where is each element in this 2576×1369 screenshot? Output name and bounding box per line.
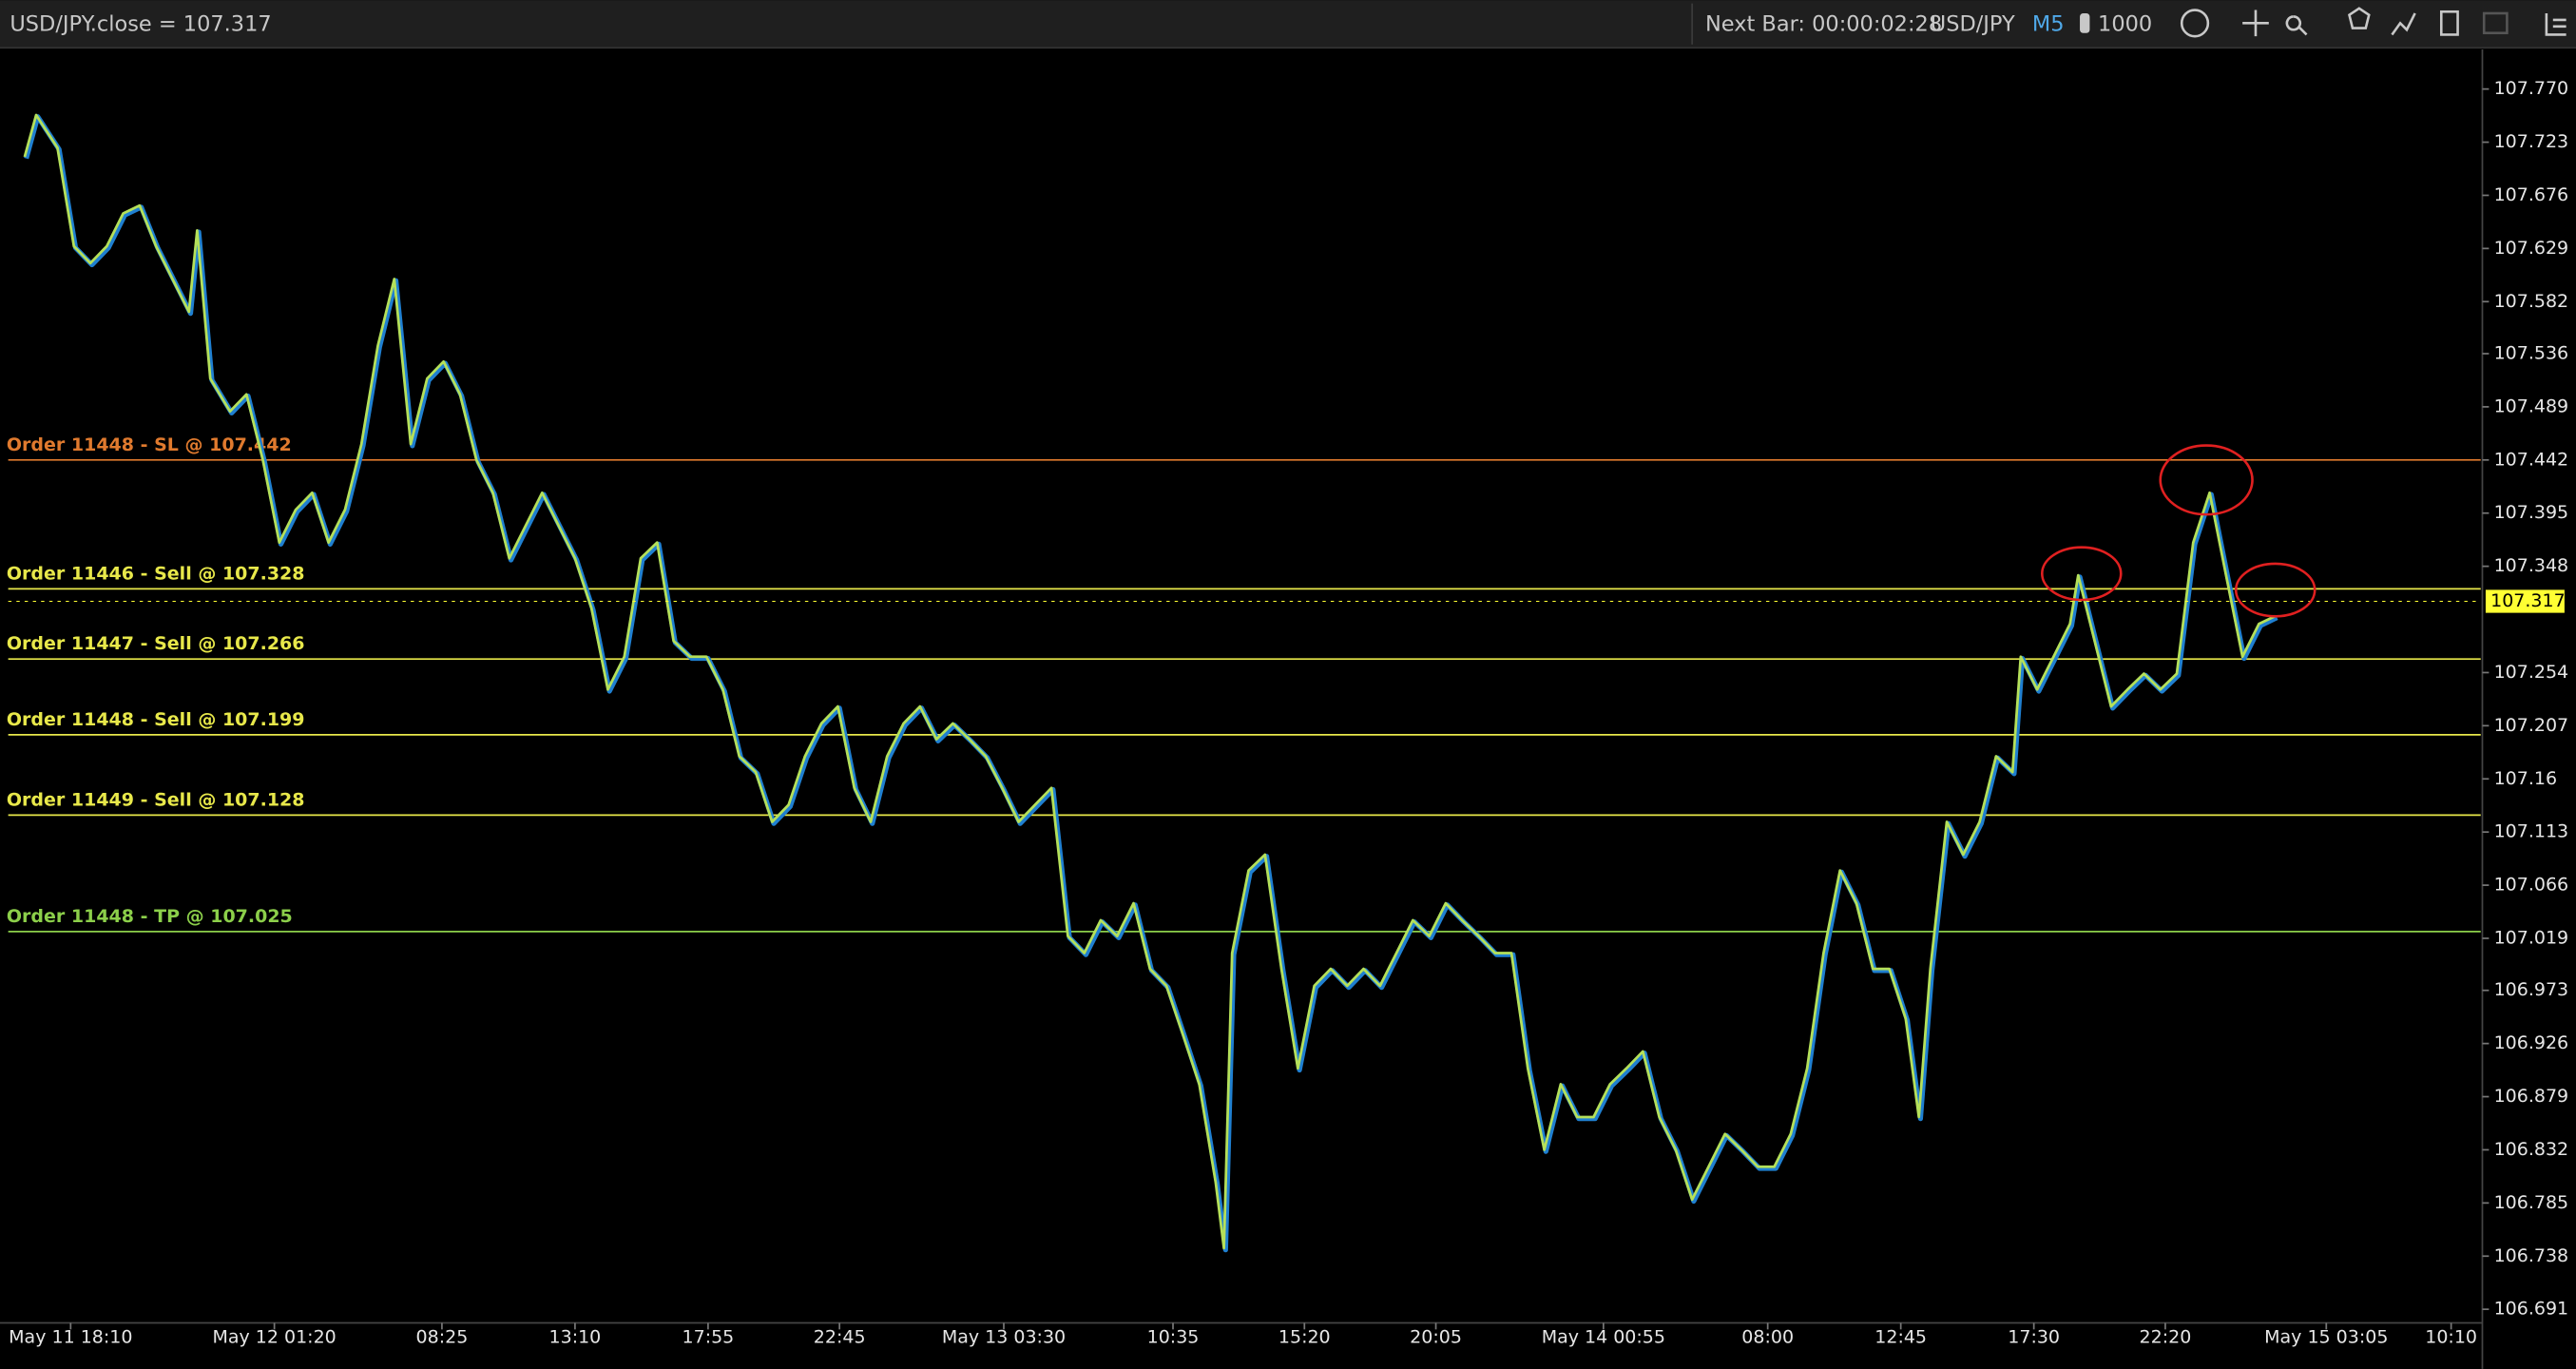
quantity[interactable]: 1000 <box>2098 12 2152 37</box>
y-tick-label: 107.723 <box>2494 131 2569 152</box>
highlight-circle <box>2159 444 2254 516</box>
order-label: Order 11448 - TP @ 107.025 <box>7 906 293 927</box>
x-tick-label: 13:10 <box>549 1327 602 1348</box>
y-tick-label: 106.879 <box>2494 1086 2569 1107</box>
timeframe[interactable]: M5 <box>2032 12 2065 37</box>
x-tick-label: May 12 01:20 <box>212 1327 336 1348</box>
x-tick-label: 10:35 <box>1147 1327 1200 1348</box>
x-tick-label: 17:55 <box>682 1327 735 1348</box>
x-tick-label: May 14 00:55 <box>1542 1327 1665 1348</box>
y-tick-label: 106.785 <box>2494 1192 2569 1213</box>
x-tick-label: 15:20 <box>1278 1327 1331 1348</box>
x-tick-label: 08:00 <box>1741 1327 1794 1348</box>
y-tick-label: 107.629 <box>2494 238 2569 259</box>
toolbar-title: USD/JPY.close = 107.317 <box>10 12 271 37</box>
symbol[interactable]: USD/JPY <box>1931 12 2015 37</box>
x-tick-label: 08:25 <box>416 1327 469 1348</box>
order-label: Order 11448 - SL @ 107.442 <box>7 434 292 455</box>
highlight-circle <box>2234 562 2316 618</box>
toolbar <box>0 0 2576 48</box>
shapes-button[interactable] <box>2348 7 2371 29</box>
y-tick-label: 107.442 <box>2494 449 2569 470</box>
y-tick-label: 107.489 <box>2494 395 2569 416</box>
y-tick-label: 107.770 <box>2494 78 2569 99</box>
y-tick-label: 107.582 <box>2494 291 2569 312</box>
y-tick-label: 107.16 <box>2494 768 2557 789</box>
x-tick-label: 22:20 <box>2140 1327 2192 1348</box>
x-tick-label: 10:10 <box>2425 1327 2477 1348</box>
y-tick-label: 106.738 <box>2494 1245 2569 1266</box>
last-price-box <box>2485 589 2565 613</box>
x-tick-label: May 13 03:30 <box>942 1327 1066 1348</box>
x-tick-label: 12:45 <box>1874 1327 1927 1348</box>
screenshot-button[interactable] <box>2482 11 2509 35</box>
order-label: Order 11446 - Sell @ 107.328 <box>7 563 305 584</box>
y-tick-label: 107.348 <box>2494 555 2569 576</box>
order-label: Order 11448 - Sell @ 107.199 <box>7 709 305 730</box>
last-price-label: 107.317 <box>2490 590 2566 611</box>
y-tick-label: 107.066 <box>2494 875 2569 896</box>
x-tick-label: May 11 18:10 <box>9 1327 132 1348</box>
crosshair-button[interactable] <box>2242 10 2269 37</box>
x-tick-label: 17:30 <box>2008 1327 2060 1348</box>
quantity-icon <box>2080 12 2090 33</box>
sync-button[interactable] <box>2180 9 2210 38</box>
y-tick-label: 107.207 <box>2494 715 2569 736</box>
y-tick-label: 107.395 <box>2494 502 2569 523</box>
price-line <box>23 113 2277 1250</box>
order-label: Order 11447 - Sell @ 107.266 <box>7 633 305 654</box>
y-tick-label: 106.973 <box>2494 979 2569 1000</box>
indicators-button[interactable] <box>2391 12 2416 36</box>
template-button[interactable] <box>2439 10 2459 36</box>
y-tick-label: 106.926 <box>2494 1032 2569 1053</box>
plot: 107.770 107.723 107.676 107.629 107.582 107.5… <box>7 78 2568 1347</box>
y-tick-label: 107.676 <box>2494 184 2569 205</box>
y-tick-label: 107.536 <box>2494 342 2569 363</box>
y-tick-label: 107.019 <box>2494 928 2569 949</box>
x-tick-label: 20:05 <box>1410 1327 1462 1348</box>
highlight-circle <box>2041 546 2123 602</box>
y-tick-label: 107.254 <box>2494 662 2569 683</box>
next-bar: Next Bar: 00:00:02:28 <box>1705 12 1942 37</box>
settings-button[interactable] <box>2545 12 2566 36</box>
x-tick-label: May 15 03:05 <box>2264 1327 2388 1348</box>
x-tick-label: 22:45 <box>814 1327 866 1348</box>
y-tick-label: 106.691 <box>2494 1299 2569 1320</box>
y-tick-label: 107.113 <box>2494 821 2569 842</box>
zoom-button[interactable] <box>2285 15 2308 36</box>
y-tick-label: 106.832 <box>2494 1139 2569 1160</box>
order-label: Order 11449 - Sell @ 107.128 <box>7 789 305 810</box>
